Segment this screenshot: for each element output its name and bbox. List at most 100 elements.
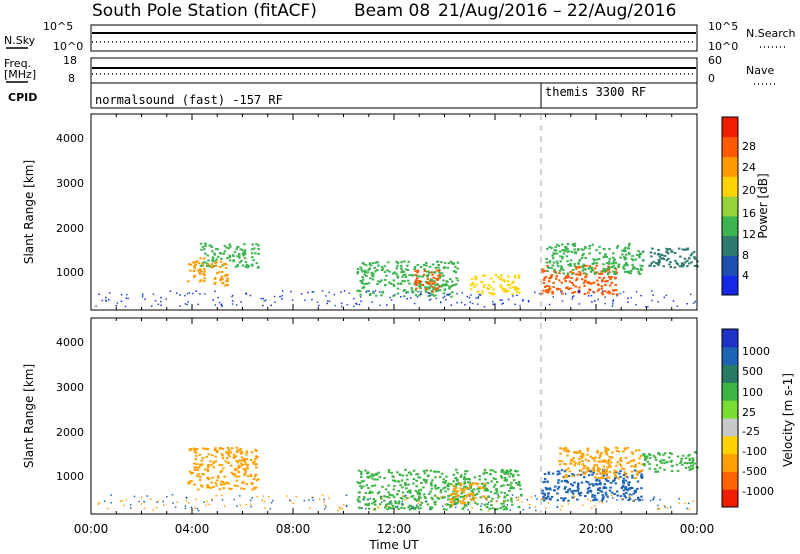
echo-cell <box>679 461 682 464</box>
echo-cell <box>616 245 620 247</box>
echo-cell <box>571 474 574 477</box>
echo-cell <box>605 479 608 482</box>
echo-cell <box>384 278 387 281</box>
echo-cell <box>575 265 578 268</box>
ground-scatter-cell <box>440 301 442 304</box>
echo-cell <box>249 473 253 476</box>
echo-cell <box>601 470 604 473</box>
ground-scatter-cell <box>109 292 111 294</box>
echo-cell <box>471 482 475 485</box>
ground-scatter-cell <box>197 303 199 306</box>
echo-cell <box>404 268 408 271</box>
echo-cell <box>581 254 584 257</box>
ground-scatter-cell <box>389 296 391 299</box>
power-echo-layer <box>95 242 699 308</box>
echo-cell <box>517 505 521 508</box>
echo-cell <box>364 492 368 494</box>
echo-cell <box>380 279 383 282</box>
echo-cell <box>680 457 683 460</box>
cpid-segment-2: themis 3300 RF <box>545 85 646 99</box>
echo-cell <box>607 480 610 483</box>
echo-cell <box>427 295 430 298</box>
echo-cell <box>429 490 432 493</box>
echo-cell <box>210 265 214 268</box>
echo-cell <box>629 460 633 462</box>
echo-cell <box>628 242 631 245</box>
ground-scatter-cell <box>188 502 190 504</box>
echo-cell <box>453 497 457 499</box>
ground-scatter-cell <box>447 294 450 296</box>
echo-cell <box>192 270 196 272</box>
echo-cell <box>446 284 449 287</box>
power-cbar-tick-12: 12 <box>742 228 756 241</box>
echo-cell <box>233 251 237 254</box>
ground-scatter-cell <box>171 494 174 496</box>
echo-cell <box>435 487 438 490</box>
echo-cell <box>603 472 607 475</box>
echo-cell <box>396 292 400 295</box>
echo-cell <box>454 484 458 487</box>
echo-cell <box>491 497 494 500</box>
echo-cell <box>476 503 479 506</box>
echo-cell <box>630 258 634 261</box>
echo-cell <box>199 272 202 275</box>
echo-cell <box>429 469 433 472</box>
echo-cell <box>357 491 361 494</box>
ground-scatter-cell <box>126 293 128 296</box>
echo-cell <box>410 473 413 476</box>
echo-cell <box>490 504 493 507</box>
echo-cell <box>631 254 634 257</box>
ground-scatter-cell <box>233 498 235 501</box>
echo-cell <box>394 480 397 483</box>
echo-cell <box>670 250 674 253</box>
ground-scatter-cell <box>270 501 273 504</box>
echo-cell <box>576 489 580 492</box>
echo-cell <box>584 471 587 474</box>
echo-cell <box>663 468 666 471</box>
echo-cell <box>380 294 383 297</box>
echo-cell <box>503 280 507 283</box>
ground-scatter-cell <box>439 496 442 499</box>
ground-scatter-cell <box>290 290 292 293</box>
echo-cell <box>199 464 202 467</box>
ground-scatter-cell <box>406 298 408 300</box>
echo-cell <box>218 464 221 467</box>
echo-cell <box>586 487 590 490</box>
echo-cell <box>543 499 546 502</box>
echo-cell <box>379 503 382 506</box>
echo-cell <box>205 455 208 458</box>
echo-cell <box>362 263 366 266</box>
ground-scatter-cell <box>199 293 201 295</box>
echo-cell <box>210 464 213 467</box>
echo-cell <box>210 263 214 266</box>
ground-scatter-cell <box>353 297 355 300</box>
echo-cell <box>632 266 635 268</box>
ground-scatter-cell <box>334 304 336 307</box>
echo-cell <box>371 262 375 265</box>
ground-scatter-cell <box>528 507 531 509</box>
echo-cell <box>456 499 459 502</box>
echo-cell <box>236 449 239 452</box>
ground-scatter-cell <box>456 301 458 304</box>
echo-cell <box>418 285 422 288</box>
echo-cell <box>236 263 239 266</box>
echo-cell <box>610 276 613 279</box>
echo-cell <box>512 487 515 489</box>
echo-cell <box>245 458 248 461</box>
echo-cell <box>601 493 605 496</box>
echo-cell <box>567 450 571 453</box>
echo-cell <box>239 447 242 450</box>
echo-cell <box>414 506 418 509</box>
echo-cell <box>403 507 406 510</box>
echo-cell <box>211 476 214 479</box>
echo-cell <box>548 261 552 264</box>
echo-cell <box>612 480 615 483</box>
echo-cell <box>200 270 203 273</box>
echo-cell <box>641 469 644 472</box>
echo-cell <box>676 455 680 458</box>
echo-cell <box>456 471 459 474</box>
echo-cell <box>226 453 230 456</box>
echo-cell <box>658 466 662 469</box>
echo-cell <box>517 274 521 277</box>
echo-cell <box>560 268 563 270</box>
